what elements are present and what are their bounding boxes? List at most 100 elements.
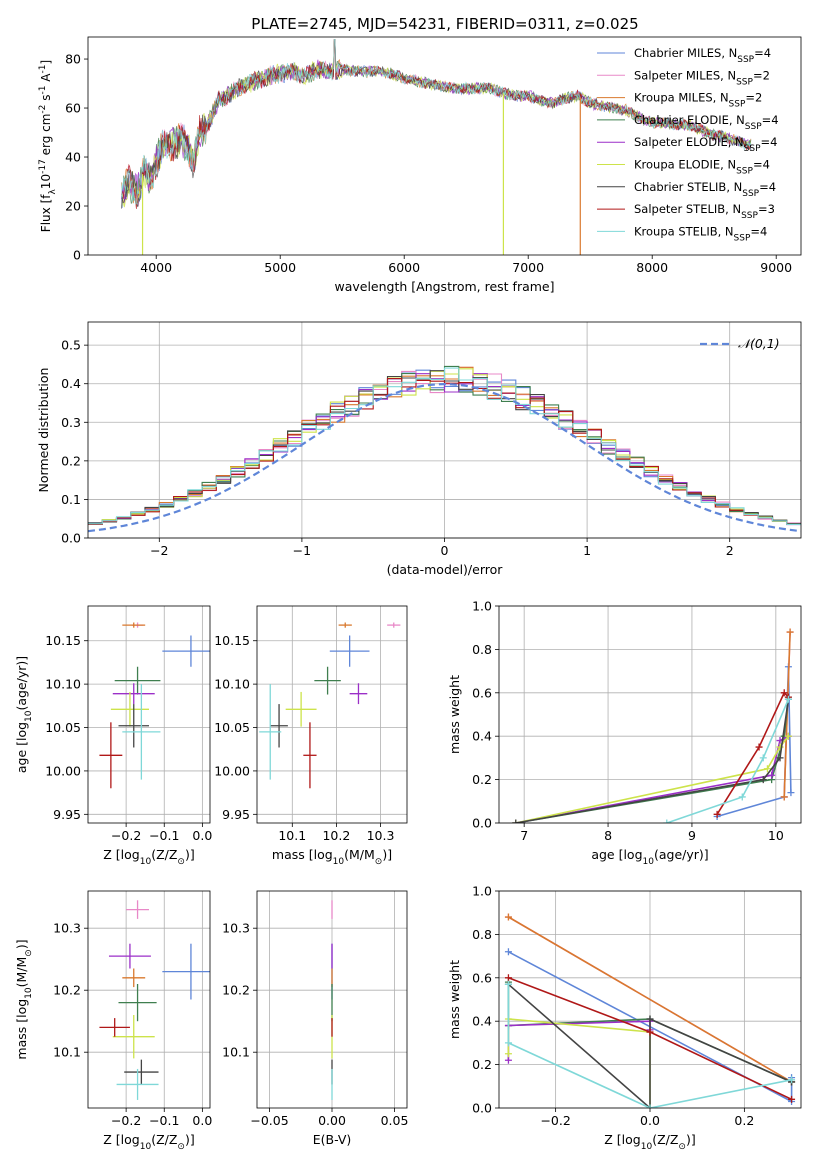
legend-label: Chabrier STELIB, NSSP=4	[634, 180, 776, 199]
legend-label: Kroupa STELIB, NSSP=4	[634, 224, 767, 243]
weight-marker	[787, 789, 795, 797]
weight-marker	[646, 1104, 654, 1108]
x-tick-label: 0.00	[318, 1113, 346, 1128]
legend-label: 𝒩(0,1)	[738, 336, 780, 351]
y-axis-label: mass [log10(M/M⊙)]	[14, 939, 34, 1059]
y-tick-label: 1.0	[472, 884, 492, 899]
weight-marker	[759, 754, 767, 762]
weight-series-kroupa_stelib	[504, 980, 796, 1108]
y-tick-label: 10.00	[45, 763, 81, 778]
y-tick-label: 1.0	[472, 599, 492, 614]
weight-marker	[646, 1028, 654, 1036]
errorbar-point-kroupa_miles	[338, 622, 352, 628]
weight-marker	[504, 980, 512, 988]
x-tick-label: 10.2	[322, 828, 350, 843]
x-tick-label: 0	[441, 543, 449, 558]
weight-series-salpeter_stelib	[504, 974, 796, 1103]
weight-marker	[504, 1050, 512, 1058]
axes-frame	[87, 321, 802, 539]
y-tick-label: 10.00	[214, 763, 250, 778]
y-tick-label: 0.1	[61, 492, 81, 507]
x-tick-label: 0.0	[192, 1113, 212, 1128]
weight-marker	[784, 695, 792, 703]
y-tick-label: 10.2	[222, 983, 250, 998]
legend-label: Kroupa MILES, NSSP=2	[634, 91, 762, 110]
errorbar-point-kroupa_elodie	[110, 691, 149, 727]
panel-age-vs-Z: −0.2 −0.1 0.0 9.95 10.00 10.05 10.10 10.15 Z [lo…	[14, 605, 212, 867]
y-axis-label: mass weight	[447, 960, 462, 1039]
weight-marker	[504, 1056, 512, 1064]
errorbar-point-kroupa_stelib	[122, 684, 161, 780]
weight-marker	[788, 1095, 796, 1103]
x-axis-label: Z [log10(Z/Z⊙)]	[604, 1132, 695, 1152]
y-tick-label: 10.2	[53, 983, 81, 998]
weight-marker	[755, 743, 763, 751]
weight-marker	[768, 771, 776, 779]
y-tick-label: 10.10	[45, 677, 81, 692]
y-tick-label: 0	[73, 248, 81, 263]
x-tick-label: 9000	[760, 260, 792, 275]
errorbar-point-salpeter_stelib	[99, 1018, 130, 1037]
errorbar-point-chabrier_miles	[329, 635, 370, 667]
y-tick-label: 0.2	[61, 453, 81, 468]
errorbar-point-kroupa_elodie	[112, 1015, 155, 1059]
x-axis-label: Z [log10(Z/Z⊙)]	[103, 1132, 194, 1152]
errorbar-point-kroupa_miles	[122, 968, 146, 988]
legend-label: Salpeter ELODIE, NSSP=4	[634, 135, 777, 154]
weight-marker	[776, 754, 784, 762]
x-tick-label: 0.0	[640, 1113, 660, 1128]
errorbar-point-chabrier_elodie	[118, 984, 157, 1022]
x-tick-label: 7000	[512, 260, 544, 275]
x-tick-label: 7	[520, 828, 528, 843]
y-tick-label: 0.8	[472, 927, 492, 942]
y-axis-label: mass weight	[447, 675, 462, 754]
y-tick-label: 0.8	[472, 642, 492, 657]
panel-mass-vs-Z: −0.2 −0.1 0.0 10.1 10.2 10.3 Z [log10(Z/Z⊙)] ma…	[14, 890, 212, 1152]
y-tick-label: 10.3	[222, 921, 250, 936]
weight-marker	[504, 948, 512, 956]
weight-marker	[780, 793, 788, 801]
x-tick-label: 10.1	[278, 828, 306, 843]
y-tick-label: 40	[65, 150, 81, 165]
x-tick-label: 10.3	[367, 828, 395, 843]
errorbar-point-kroupa_stelib	[116, 1068, 159, 1100]
plot-area	[121, 39, 752, 255]
histogram-kroupa_stelib	[88, 367, 801, 526]
panel-residuals: −2 −1 0 1 2 0.0 0.1 0.2 0.3 0.4 0.5 (data-model)/er…	[36, 321, 802, 577]
errorbar-point-salpeter_stelib	[99, 722, 123, 789]
errorbar-point-chabrier_miles	[162, 943, 210, 1000]
y-tick-label: 20	[65, 199, 81, 214]
y-tick-label: 80	[65, 52, 81, 67]
spectrum-series-chabrier_stelib	[121, 39, 752, 209]
errorbar-point-salpeter_elodie	[349, 683, 368, 705]
y-tick-label: 0.0	[61, 531, 81, 546]
weight-marker	[786, 628, 794, 636]
weight-marker	[646, 1015, 654, 1023]
x-tick-label: −0.1	[149, 828, 179, 843]
errorbar-point-salpeter_stelib	[303, 722, 317, 789]
x-axis-label: mass [log10(M/M⊙)]	[272, 847, 392, 867]
x-tick-label: 6000	[388, 260, 420, 275]
errorbar-point-chabrier_stelib	[270, 704, 288, 748]
weight-series-salpeter_stelib	[713, 689, 792, 818]
legend-label: Salpeter STELIB, NSSP=3	[634, 202, 775, 221]
x-tick-label: −0.05	[250, 1113, 288, 1128]
plot-area	[99, 900, 210, 1100]
errorbar-point-kroupa_elodie	[285, 691, 317, 727]
y-tick-label: 10.05	[214, 720, 250, 735]
x-tick-label: 9	[688, 828, 696, 843]
panel-mass-weight-vs-age: 7 8 9 10 0.0 0.2 0.4 0.6 0.8 1.0 age [log10(age/yr…	[447, 599, 802, 867]
spectrum-legend: Chabrier MILES, NSSP=4 Salpeter MILES, NS…	[597, 46, 779, 243]
x-tick-label: −1	[293, 543, 311, 558]
legend-label: Salpeter MILES, NSSP=2	[634, 68, 770, 87]
y-tick-label: 10.05	[45, 720, 81, 735]
figure-title: PLATE=2745, MJD=54231, FIBERID=0311, z=0…	[251, 15, 638, 33]
x-axis-label: (data-model)/error	[387, 562, 504, 577]
weight-marker	[784, 732, 792, 740]
y-tick-label: 0.4	[472, 1014, 492, 1029]
weight-marker	[713, 810, 721, 818]
y-tick-label: 0.4	[61, 376, 81, 391]
weight-marker	[763, 765, 771, 773]
x-tick-label: −2	[150, 543, 168, 558]
